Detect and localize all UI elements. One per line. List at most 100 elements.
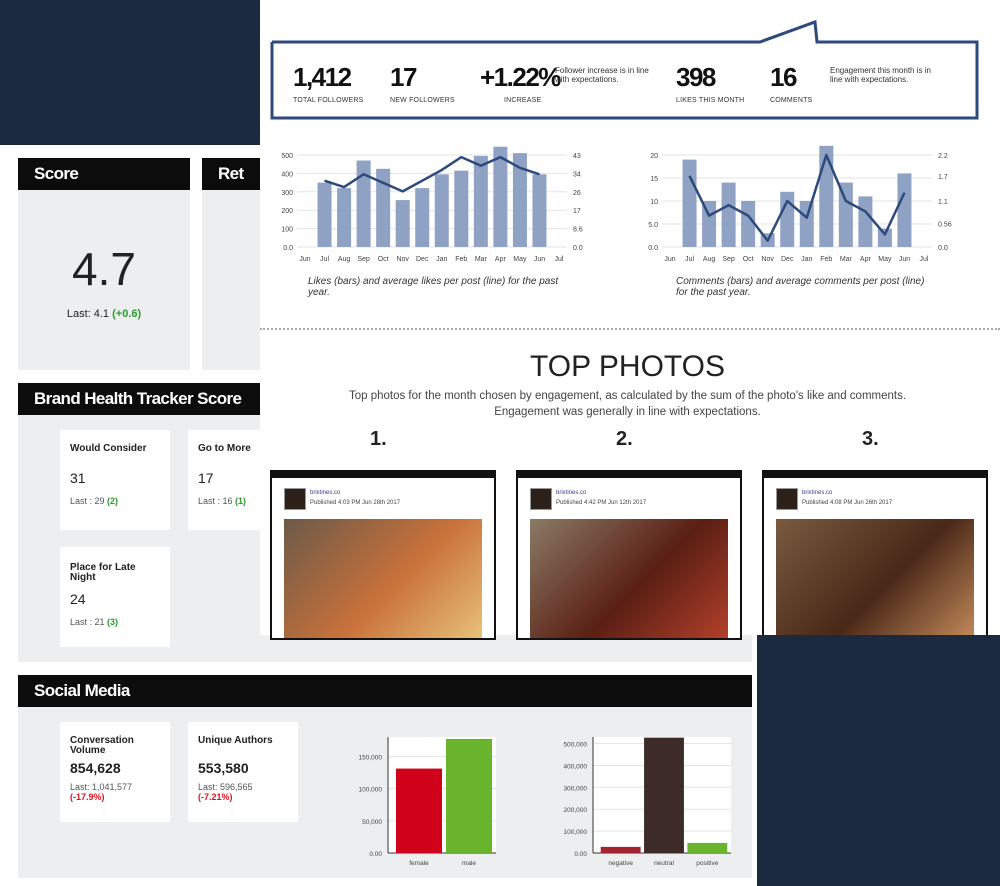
x-tick-label: Nov — [761, 256, 774, 263]
card-label: Would Consider — [70, 443, 147, 454]
account: brixtines.co — [310, 490, 341, 496]
tick-label: 15 — [650, 176, 658, 183]
banner-frame — [270, 19, 979, 120]
stat: 1,412 — [293, 62, 352, 92]
photo-card[interactable]: brixtines.co Published 4:03 PM Jun 28th … — [270, 470, 496, 640]
tick-label: 400,000 — [564, 763, 588, 770]
x-tick-label: Dec — [416, 256, 429, 263]
published: Published 4:08 PM Jun 26th 2017 — [802, 500, 893, 506]
card-change: (-17.9%) — [70, 792, 105, 802]
stat: +1.22% — [480, 62, 561, 92]
x-tick-label: Apr — [860, 256, 872, 263]
card-value: 24 — [70, 591, 86, 607]
tick-label: 0.0 — [573, 245, 583, 252]
x-tick-label: female — [409, 860, 429, 867]
bar — [741, 201, 756, 247]
brand-header: Brand Health Tracker Score — [18, 383, 278, 415]
card-last: Last : 16 (1) — [198, 496, 288, 506]
card-label: Unique Authors — [198, 735, 273, 746]
gender-chart: 0.00 50,000 100,000 150,000 female male — [359, 737, 496, 867]
chart-caption: Likes (bars) and average likes per post … — [308, 276, 559, 298]
x-tick-label: Jul — [320, 256, 329, 263]
banner-outline — [270, 19, 979, 120]
brand-card: Place for Late Night 24 Last : 21 (3) — [60, 547, 170, 647]
x-tick-label: Mar — [840, 256, 853, 263]
bar — [376, 168, 391, 247]
card-change: (-7.21%) — [198, 792, 233, 802]
tick-label: 2.2 — [938, 153, 948, 160]
x-tick-label: Oct — [378, 256, 389, 263]
bar — [799, 201, 814, 247]
x-tick-label: Feb — [820, 256, 832, 263]
tick-label: 200,000 — [564, 807, 588, 814]
photo-rank: 2. — [616, 428, 633, 450]
x-tick-label: Feb — [455, 256, 467, 263]
score-last: Last: 4.1 (+0.6) — [18, 308, 190, 320]
card-last: Last: 596,565 (-7.21%) — [198, 782, 288, 802]
sentiment-chart: 0.00 100,000 200,000 300,000 400,000 500,000 n… — [564, 737, 731, 867]
chart-caption: Comments (bars) and average comments per… — [676, 276, 925, 298]
navy-block — [0, 0, 262, 145]
photo-card[interactable]: brixtines.co Published 4:42 PM Jun 12th … — [516, 470, 742, 640]
photo — [776, 519, 974, 638]
x-tick-label: May — [513, 256, 527, 263]
x-tick-label: Mar — [475, 256, 488, 263]
card-last: Last : 21 (3) — [70, 617, 160, 627]
card-label: Place for Late Night — [70, 562, 136, 583]
tick-label: 17 — [573, 208, 581, 215]
tick-label: 10 — [650, 199, 658, 206]
bar — [532, 174, 547, 247]
score-card: 4.7 Last: 4.1 (+0.6) — [18, 190, 190, 370]
photo — [530, 519, 728, 638]
line — [688, 153, 906, 242]
tick-label: 200 — [281, 208, 293, 215]
social-card: Conversation Volume 854,628 Last: 1,041,… — [60, 722, 170, 822]
subtitle-line: Top photos for the month chosen by engag… — [348, 390, 907, 402]
x-tick-label: Aug — [338, 256, 351, 263]
x-tick-label: Jan — [801, 256, 812, 263]
tick-label: 0.0 — [283, 245, 293, 252]
tick-label: 150,000 — [359, 754, 383, 761]
bar — [434, 174, 449, 247]
x-tick-label: neutral — [654, 860, 674, 867]
x-tick-label: Jul — [685, 256, 694, 263]
photo-card[interactable]: brixtines.co Published 4:08 PM Jun 26th … — [762, 470, 988, 640]
x-tick-label: Jul — [555, 256, 564, 263]
bar — [356, 160, 371, 247]
bar — [600, 846, 641, 853]
bar — [687, 842, 728, 853]
tick-label: 100,000 — [564, 829, 588, 836]
last-text: Last : 29 — [70, 496, 105, 506]
tick-label: 20 — [650, 153, 658, 160]
card-value: 854,628 — [70, 760, 121, 776]
card-change: (3) — [107, 617, 119, 627]
tick-label: 26 — [573, 190, 581, 197]
account: brixtines.co — [802, 490, 833, 496]
tick-label: 400 — [281, 171, 293, 178]
x-tick-label: Jun — [899, 256, 910, 263]
social-card: Unique Authors 553,580 Last: 596,565 (-7.… — [188, 722, 298, 822]
stat-label: LIKES THIS MONTH — [676, 97, 745, 104]
social-header: Social Media — [18, 675, 752, 707]
tick-label: 1.7 — [938, 174, 948, 181]
stat-label: TOTAL FOLLOWERS — [293, 97, 364, 104]
bar — [446, 738, 492, 853]
avatar — [776, 488, 798, 510]
x-tick-label: male — [462, 860, 476, 867]
x-tick-label: Sep — [357, 256, 370, 263]
tick-label: 300,000 — [564, 785, 588, 792]
avatar — [530, 488, 552, 510]
last-text: Last: 1,041,577 — [70, 782, 133, 792]
photo — [284, 519, 482, 638]
tick-label: 0.0 — [648, 245, 658, 252]
stat-label: NEW FOLLOWERS — [390, 97, 455, 104]
bar — [721, 182, 736, 247]
published: Published 4:03 PM Jun 28th 2017 — [310, 500, 401, 506]
tick-label: 0.56 — [938, 222, 952, 229]
tick-label: 500 — [281, 153, 293, 160]
card-last: Last: 1,041,577 (-17.9%) — [70, 782, 160, 802]
tick-label: 500,000 — [564, 742, 588, 749]
bar — [512, 153, 527, 247]
bar — [415, 188, 430, 247]
stat-label: INCREASE — [504, 97, 542, 104]
